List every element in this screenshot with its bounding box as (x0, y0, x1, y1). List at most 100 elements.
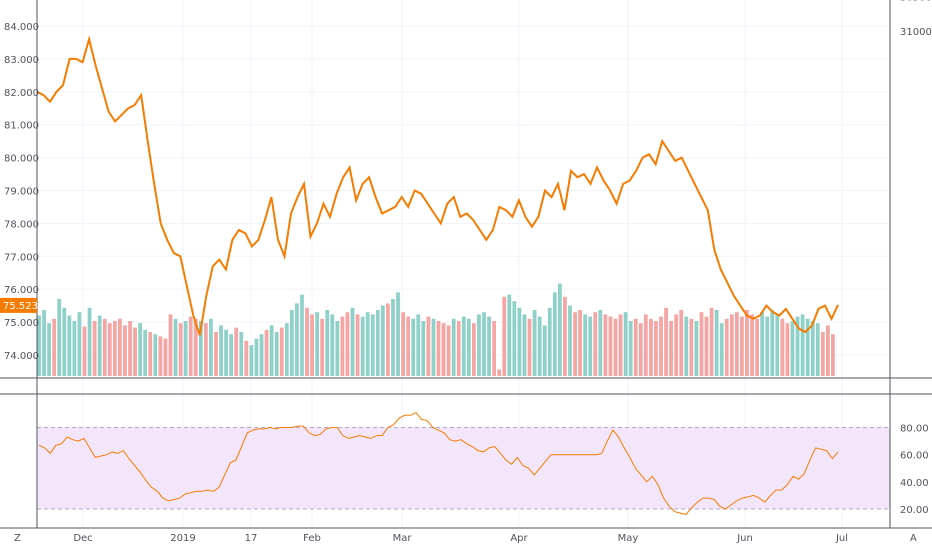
volume-bar (568, 305, 572, 376)
volume-bar (745, 310, 749, 376)
left-tick-label: 75.000 (4, 318, 39, 329)
volume-bar (507, 294, 512, 376)
volume-bar (765, 316, 770, 376)
volume-bar (259, 334, 264, 376)
volume-bar (557, 283, 562, 376)
volume-bar (214, 332, 218, 376)
volume-bar (365, 312, 370, 376)
volume-bar (300, 294, 304, 376)
volume-bar (133, 327, 137, 376)
volume-bar (552, 292, 557, 376)
volume-bar (563, 296, 567, 376)
left-tick-label: 77.000 (4, 252, 39, 263)
volume-bar (97, 315, 102, 376)
volume-bar (451, 318, 456, 376)
volume-bar (724, 318, 729, 376)
volume-bar (315, 312, 320, 376)
volume-bar (527, 318, 532, 376)
volume-bar (588, 316, 593, 376)
volume-bars (37, 283, 835, 376)
volume-bar (411, 318, 416, 376)
volume-bar (679, 310, 684, 376)
volume-bar (805, 318, 810, 376)
volume-bar (593, 312, 598, 376)
volume-bar (401, 312, 405, 376)
oscillator-tick-label: 80.00 (900, 424, 929, 435)
axes (0, 0, 932, 529)
volume-bar (102, 318, 107, 376)
volume-bar (654, 321, 658, 376)
oscillator-line (38, 411, 839, 515)
volume-bar (426, 316, 431, 376)
volume-bar (573, 312, 577, 376)
volume-bar (522, 314, 527, 376)
volume-bar (497, 369, 502, 376)
volume-bar (755, 318, 759, 376)
volume-bar (709, 307, 714, 376)
left-tick-label: 74.000 (4, 351, 39, 362)
volume-bar (734, 312, 739, 376)
overlay-line (36, 35, 839, 336)
left-tick-label: 82.000 (4, 88, 39, 99)
volume-bar (729, 314, 734, 376)
volume-bar (72, 321, 77, 376)
volume-bar (330, 314, 335, 376)
left-tick-label: 79.000 (4, 187, 39, 198)
volume-bar (800, 314, 805, 376)
overlay-badge-bg (0, 297, 37, 313)
volume-bar (254, 338, 259, 376)
left-tick-label: 83.000 (4, 55, 39, 66)
x-tick-label: Apr (510, 533, 528, 544)
volume-bar (431, 318, 436, 376)
volume-bar (345, 312, 350, 376)
volume-bar (325, 310, 330, 376)
volume-bar (360, 316, 365, 376)
x-tick-label: Jun (736, 533, 753, 544)
left-tick-label: 80.000 (4, 154, 39, 165)
volume-bar (517, 307, 522, 376)
volume-bar (750, 314, 754, 376)
oscillator-tick-label: 20.00 (900, 505, 929, 516)
oscillator-tick-label: 60.00 (900, 451, 929, 462)
volume-bar (335, 321, 340, 376)
volume-bar (825, 325, 830, 376)
volume-bar (492, 321, 497, 376)
volume-bar (714, 310, 719, 376)
volume-bar (456, 321, 461, 376)
volume-bar (42, 310, 46, 376)
volume-bar (669, 321, 674, 376)
oscillator-band-fill (37, 427, 890, 509)
volume-bar (148, 332, 153, 376)
volume-bar (289, 310, 294, 376)
volume-bar (643, 314, 648, 376)
volume-bar (219, 325, 223, 376)
volume-bar (780, 318, 785, 376)
volume-bar (684, 316, 689, 376)
volume-bar (92, 321, 97, 376)
volume-bar (112, 321, 117, 376)
volume-bar (224, 329, 229, 376)
volume-bar (623, 312, 628, 376)
volume-bar (466, 318, 471, 376)
volume-bar (699, 312, 704, 376)
volume-bar (279, 327, 284, 376)
volume-bar (239, 332, 244, 376)
volume-bar (487, 316, 491, 376)
volume-bar (633, 318, 638, 376)
x-tick-label: 2019 (170, 533, 195, 544)
volume-bar (183, 321, 188, 376)
volume-bar (209, 318, 213, 376)
volume-bar (128, 321, 132, 376)
volume-bar (234, 327, 239, 376)
volume-bar (77, 312, 82, 376)
volume-bar (386, 303, 390, 376)
volume-bar (163, 338, 168, 376)
volume-bar (123, 325, 127, 376)
volume-bar (158, 336, 163, 376)
left-tick-label: 84.000 (4, 22, 39, 33)
volume-bar (694, 321, 699, 376)
volume-bar (820, 332, 825, 376)
volume-bar (391, 299, 395, 376)
volume-bar (659, 316, 663, 376)
